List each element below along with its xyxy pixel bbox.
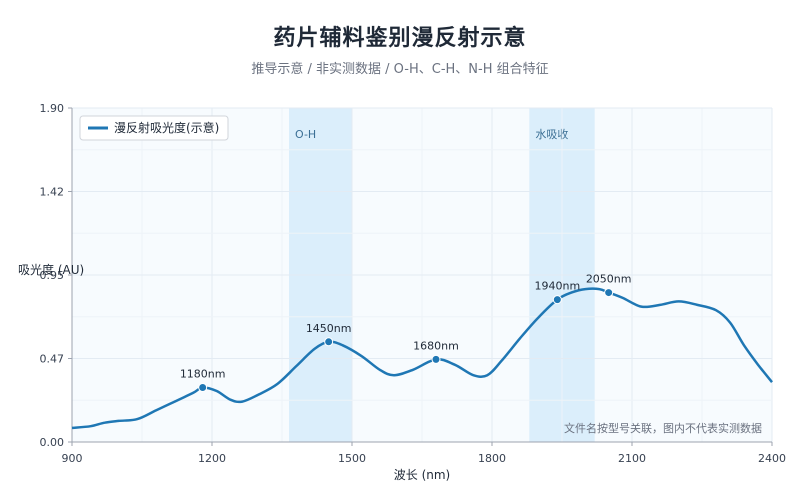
peak-marker-3: [552, 295, 562, 305]
x-tick-label-5: 2400: [758, 452, 786, 465]
peak-label-2: 1680nm: [413, 339, 459, 352]
y-tick-label-2: 0.95: [40, 269, 65, 282]
x-axis-title: 波长 (nm): [394, 468, 450, 482]
x-tick-label-0: 900: [62, 452, 83, 465]
peak-marker-1: [324, 337, 334, 347]
chart-subtitle: 推导示意 / 非实测数据 / O-H、C-H、N-H 组合特征: [251, 62, 549, 77]
y-axis-title: 吸光度 (AU): [18, 262, 84, 277]
marker-layer: 1180nm 1450nm 1680nm 1940nm 2050nm: [180, 273, 632, 393]
peak-label-3: 1940nm: [534, 280, 580, 293]
y-tick-label-4: 1.90: [40, 102, 65, 115]
series-layer: [71, 287, 773, 430]
peak-marker-4: [604, 288, 614, 298]
legend-label: 漫反射吸光度(示意): [114, 120, 219, 135]
chart-note: 文件名按型号关联，图内不代表实测数据: [564, 421, 762, 435]
peak-marker-0: [198, 383, 208, 393]
peak-label-0: 1180nm: [180, 368, 226, 381]
peak-label-1: 1450nm: [306, 322, 352, 335]
peak-label-4: 2050nm: [586, 273, 632, 286]
chart-title: 药片辅料鉴别漫反射示意: [273, 26, 527, 51]
x-tick-label-3: 1800: [478, 452, 506, 465]
x-tick-label-1: 1200: [198, 452, 226, 465]
peak-marker-2: [431, 354, 441, 364]
legend: 漫反射吸光度(示意): [79, 115, 229, 141]
y-tick-label-1: 0.47: [40, 353, 65, 366]
band-label-1: 水吸收: [535, 127, 568, 141]
axis-layer: 900 1200 1500 1800 2100 2400 0.00 0.47 0.95 1.42 1…: [40, 102, 787, 465]
legend-box: [79, 115, 229, 141]
band-label-0: O-H: [295, 128, 316, 141]
series-line-0: [71, 287, 773, 430]
y-tick-label-0: 0.00: [40, 436, 65, 449]
y-tick-label-3: 1.42: [40, 186, 65, 199]
x-tick-label-2: 1500: [338, 452, 366, 465]
x-tick-label-4: 2100: [618, 452, 646, 465]
